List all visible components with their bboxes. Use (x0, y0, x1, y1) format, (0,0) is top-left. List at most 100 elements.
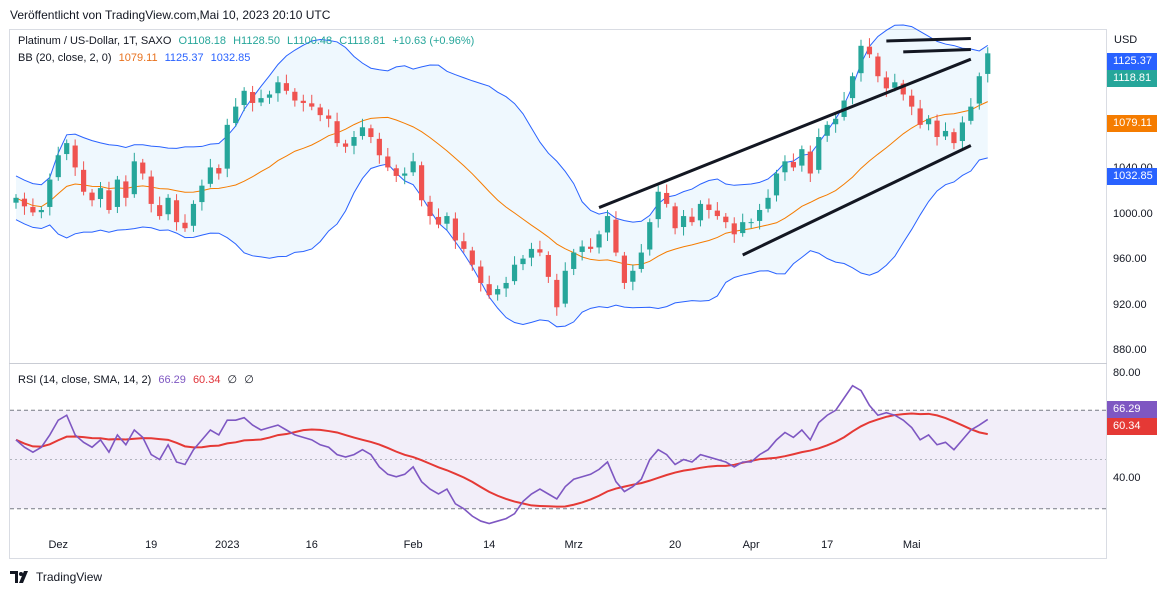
candle-down (917, 108, 923, 125)
bb-fill (16, 25, 988, 327)
currency-label[interactable]: USD (1114, 34, 1138, 46)
rsi-legend: RSI (14, close, SMA, 14, 2) 66.29 60.34 … (18, 373, 258, 386)
candle-up (799, 149, 805, 166)
candle-up (241, 90, 247, 106)
candle-down (368, 128, 374, 138)
candle-down (469, 250, 475, 265)
pane-separator[interactable] (9, 363, 1107, 364)
candle-down (883, 77, 889, 89)
candle-up (926, 118, 932, 125)
candle-down (182, 222, 188, 229)
candle-up (892, 82, 898, 88)
candle-down (537, 249, 543, 253)
candle-down (545, 254, 551, 277)
bb-mid-line (15, 101, 988, 266)
candle-down (385, 156, 391, 168)
x-axis-label: Dez (48, 539, 69, 551)
candle-up (968, 106, 974, 121)
candle-down (393, 168, 399, 176)
x-axis-label: 16 (305, 539, 318, 551)
rsi-na-1: ∅ (227, 374, 238, 386)
candle-down (427, 201, 433, 217)
candle-down (419, 165, 425, 201)
candle-up (266, 94, 273, 98)
candle-up (748, 222, 754, 224)
candle-up (275, 82, 281, 94)
candle-up (444, 216, 450, 224)
legend-low: L1100.48 (287, 35, 333, 47)
candle-up (131, 161, 137, 195)
candle-up (190, 203, 197, 226)
candle-up (528, 248, 535, 258)
candle-down (486, 284, 492, 296)
candle-down (81, 169, 87, 192)
candle-up (782, 161, 788, 173)
candle-down (30, 206, 36, 213)
x-axis-label: 2023 (215, 539, 240, 551)
candle-up (630, 270, 636, 282)
candle-up (233, 106, 239, 124)
price-tick: 960.00 (1113, 253, 1147, 265)
candle-up (638, 252, 644, 269)
candle-down (951, 132, 957, 144)
candle-down (309, 103, 315, 107)
candle-down (588, 246, 594, 249)
rsi-tick: 40.00 (1113, 472, 1141, 484)
rsi-label[interactable]: RSI (14, close, SMA, 14, 2) (18, 374, 152, 386)
candle-down (317, 107, 323, 116)
candle-up (959, 122, 965, 142)
bb-label[interactable]: BB (20, close, 2, 0) (18, 52, 112, 64)
candle-down (250, 92, 256, 103)
candle-down (342, 143, 349, 147)
candle-up (207, 167, 213, 184)
candle-down (300, 100, 306, 103)
candle-down (866, 46, 873, 55)
price-tick: 920.00 (1113, 299, 1147, 311)
x-axis-label: 17 (821, 539, 834, 551)
candle-up (165, 197, 171, 215)
bb-upper-value: 1125.37 (164, 52, 204, 64)
price-tick: 880.00 (1113, 344, 1147, 356)
chart-frame[interactable] (9, 29, 1107, 559)
candle-up (55, 155, 61, 178)
trendline (742, 144, 972, 257)
candle-down (106, 190, 112, 210)
x-axis-label: 19 (145, 539, 158, 551)
legend-open: O1108.18 (178, 35, 227, 47)
candle-down (731, 223, 737, 235)
bb-lower-line (15, 157, 988, 328)
candle-up (976, 76, 982, 104)
rsi-value: 66.29 (158, 374, 186, 386)
trendline (598, 57, 972, 209)
candle-up (97, 188, 104, 200)
candle-up (604, 216, 611, 233)
candle-down (326, 115, 332, 119)
candle-down (723, 216, 729, 223)
candle-down (216, 168, 222, 174)
candle-up (680, 216, 687, 228)
price-badge-bb-mid: 1079.11 (1107, 115, 1157, 132)
rsi-badge-ma: 60.34 (1107, 418, 1157, 435)
candle-down (157, 205, 163, 217)
candle-down (554, 279, 560, 308)
candle-down (621, 255, 627, 283)
symbol-title[interactable]: Platinum / US-Dollar, 1T, SAXO (18, 35, 172, 47)
price-badge-bb-lower: 1032.85 (1107, 168, 1157, 185)
legend-change: +10.63 (+0.96%) (392, 35, 475, 47)
rsi-ma-value: 60.34 (192, 374, 221, 386)
candle-up (858, 45, 864, 74)
candle-up (833, 118, 839, 125)
candle-up (359, 127, 366, 137)
trendline (903, 47, 971, 54)
candle-up (562, 270, 568, 304)
rsi-ma-line (15, 412, 988, 508)
candle-down (435, 216, 442, 225)
rsi-band-fill (10, 410, 1106, 509)
candle-down (664, 192, 670, 204)
candle-down (376, 138, 382, 156)
candle-up (571, 252, 577, 269)
brand[interactable]: TradingView (10, 570, 102, 584)
candle-up (47, 179, 53, 207)
legend-close: C1118.81 (339, 35, 386, 47)
